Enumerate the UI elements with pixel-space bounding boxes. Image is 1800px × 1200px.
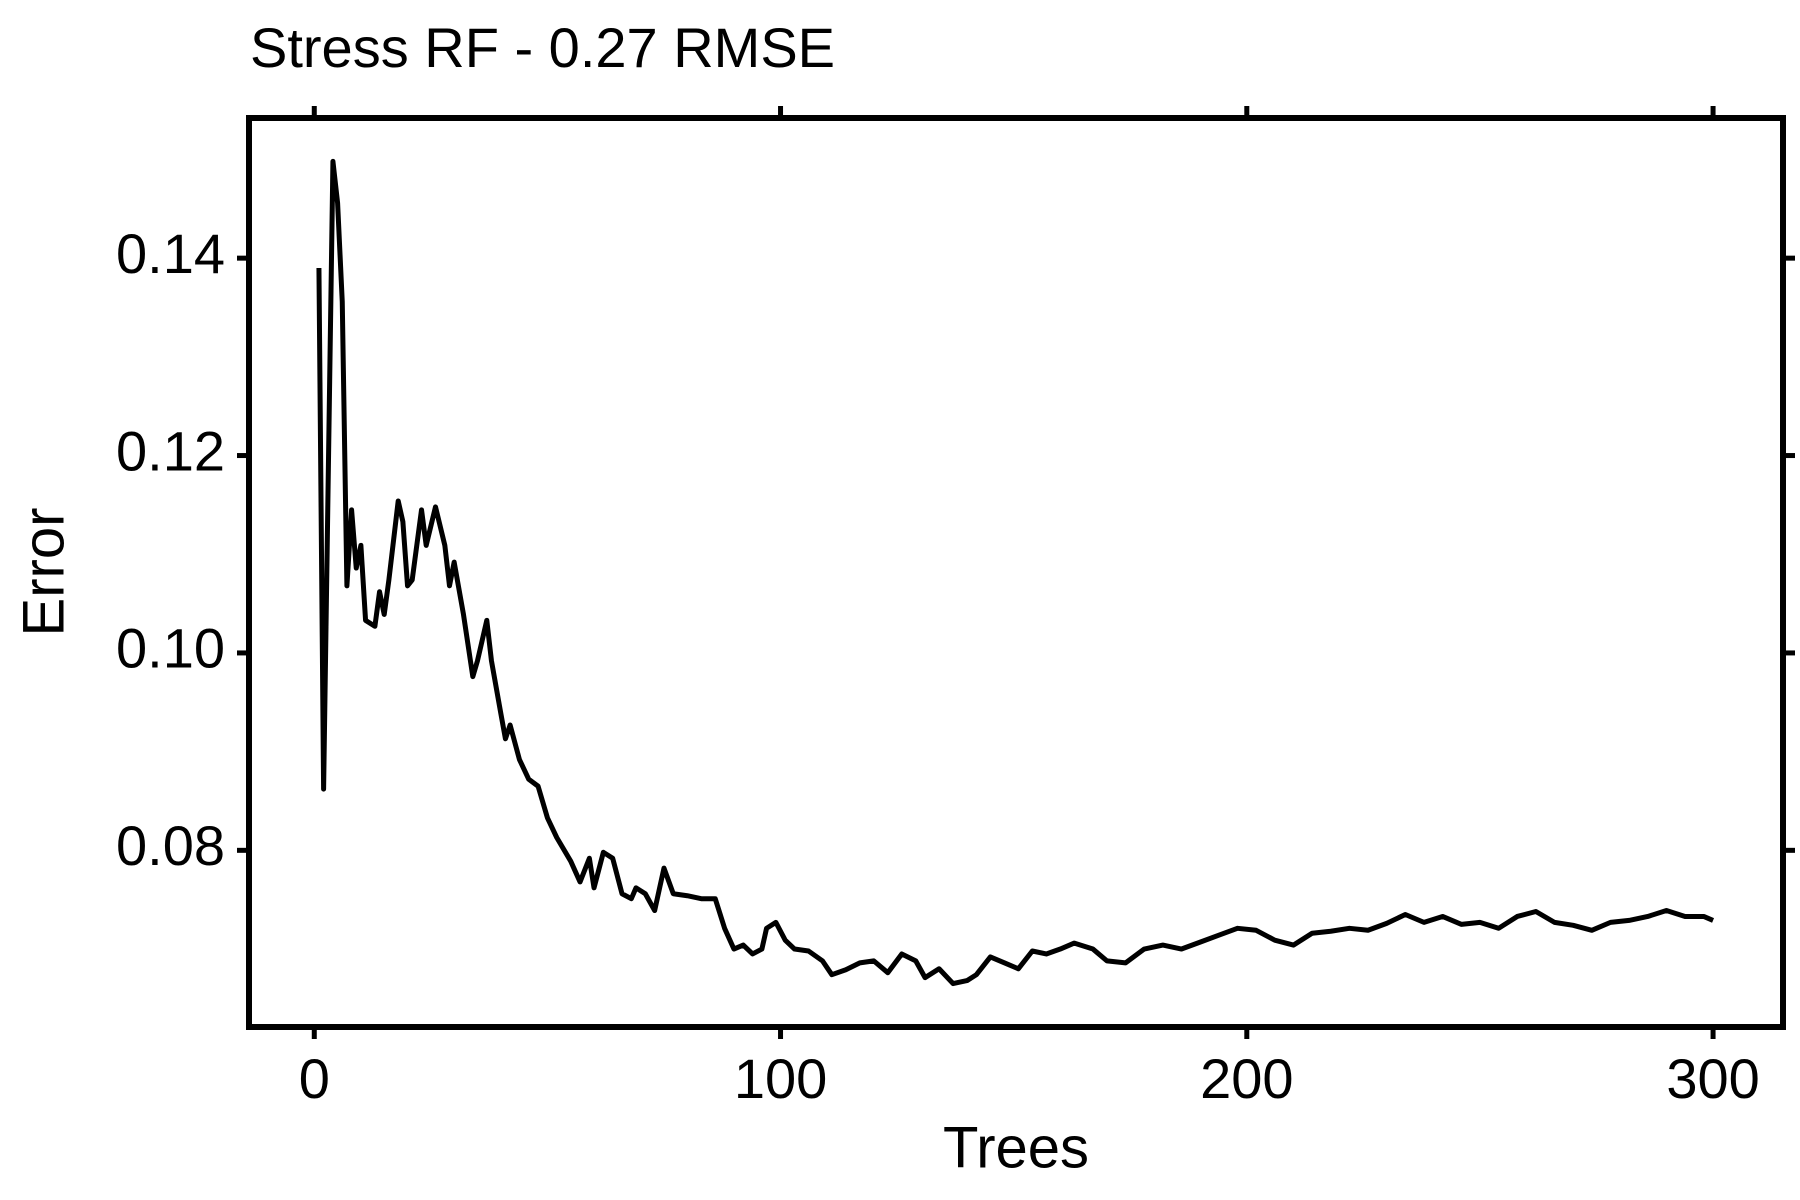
y-tick-label: 0.12 [116,419,225,482]
y-axis-label: Error [11,508,76,637]
x-tick-label: 200 [1200,1047,1293,1110]
x-axis-label: Trees [943,1115,1089,1180]
x-tick-label: 100 [734,1047,827,1110]
y-tick-label: 0.14 [116,222,225,285]
plot-frame [246,115,1786,1030]
data-line [316,158,1715,987]
x-tick-label: 300 [1666,1047,1759,1110]
chart-title: Stress RF - 0.27 RMSE [250,16,835,79]
y-tick-label: 0.08 [116,814,225,877]
y-tick-label: 0.10 [116,617,225,680]
x-tick-label: 0 [299,1047,330,1110]
